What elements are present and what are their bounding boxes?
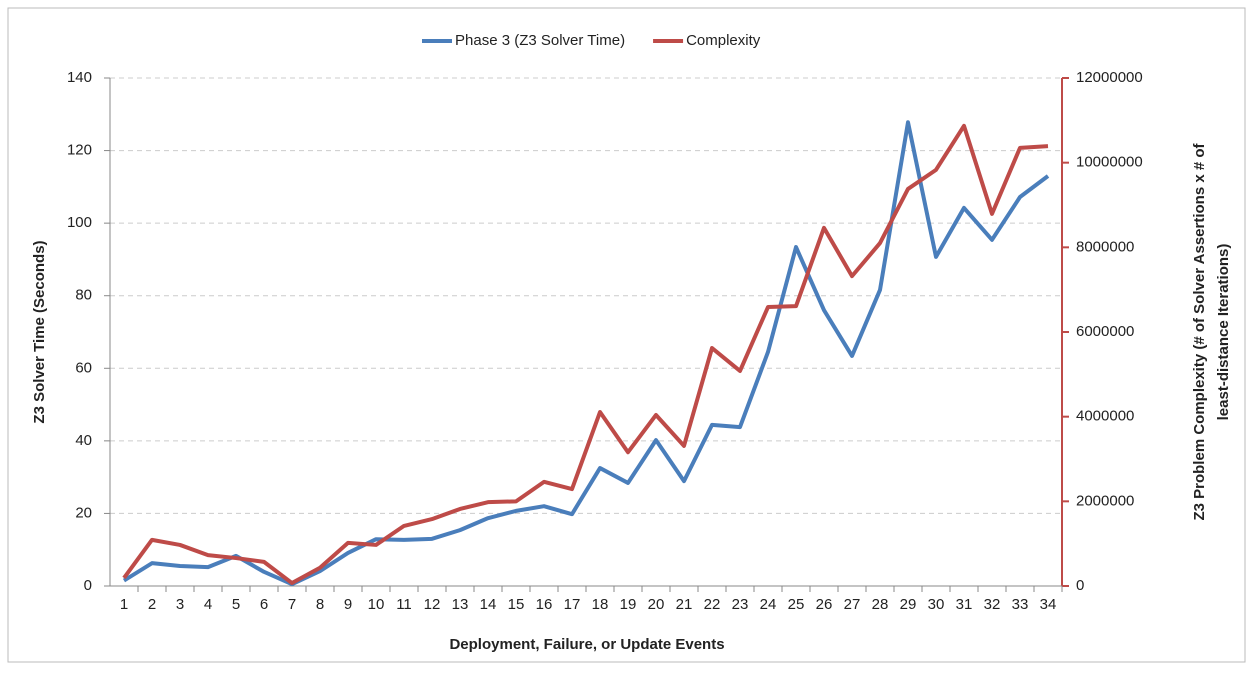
x-tick-label: 10 [368, 596, 385, 613]
x-tick-label: 13 [452, 596, 469, 613]
x-tick-label: 6 [260, 596, 268, 613]
x-tick-label: 3 [176, 596, 184, 613]
x-tick-label: 27 [844, 596, 861, 613]
x-tick-label: 14 [480, 596, 497, 613]
x-tick-label: 28 [872, 596, 889, 613]
x-tick-label: 1 [120, 596, 128, 613]
x-tick-label: 5 [232, 596, 240, 613]
x-tick-label: 17 [564, 596, 581, 613]
x-tick-label: 29 [900, 596, 917, 613]
y2-tick-label: 4000000 [1076, 408, 1134, 425]
data-line [122, 123, 1049, 586]
x-tick-label: 34 [1040, 596, 1057, 613]
y2-axis-title: Z3 Problem Complexity (# of Solver Asser… [1191, 142, 1208, 520]
y-tick-label: 120 [67, 142, 92, 159]
y-tick-label: 40 [75, 432, 92, 449]
data-line [122, 120, 1050, 587]
x-tick-label: 4 [204, 596, 212, 613]
x-tick-label: 18 [592, 596, 609, 613]
y-tick-label: 100 [67, 214, 92, 231]
x-tick-label: 33 [1012, 596, 1029, 613]
x-tick-label: 2 [148, 596, 156, 613]
x-tick-label: 23 [732, 596, 749, 613]
x-tick-label: 22 [704, 596, 721, 613]
y2-tick-label: 0 [1076, 577, 1084, 594]
x-tick-label: 7 [288, 596, 296, 613]
x-tick-label: 30 [928, 596, 945, 613]
x-tick-label: 20 [648, 596, 665, 613]
x-tick-label: 31 [956, 596, 973, 613]
x-tick-label: 8 [316, 596, 324, 613]
y-tick-label: 0 [84, 577, 92, 594]
y2-tick-label: 2000000 [1076, 492, 1134, 509]
y-tick-label: 60 [75, 359, 92, 376]
x-tick-label: 32 [984, 596, 1001, 613]
legend-label: Phase 3 (Z3 Solver Time) [455, 32, 625, 49]
x-tick-label: 19 [620, 596, 637, 613]
y-tick-label: 20 [75, 504, 92, 521]
y2-axis-title: least-distance Iterations) [1215, 244, 1232, 421]
x-tick-label: 15 [508, 596, 525, 613]
chart-frame [7, 7, 1246, 663]
legend-label: Complexity [686, 32, 761, 49]
y-tick-label: 140 [67, 69, 92, 86]
x-tick-label: 21 [676, 596, 693, 613]
y2-tick-label: 10000000 [1076, 154, 1143, 171]
x-tick-label: 25 [788, 596, 805, 613]
x-axis-title: Deployment, Failure, or Update Events [449, 636, 724, 653]
y-axis-title: Z3 Solver Time (Seconds) [31, 240, 48, 423]
x-tick-label: 12 [424, 596, 441, 613]
x-tick-label: 26 [816, 596, 833, 613]
x-tick-label: 11 [396, 596, 412, 613]
x-tick-label: 9 [344, 596, 352, 613]
x-tick-label: 16 [536, 596, 553, 613]
y2-tick-label: 12000000 [1076, 69, 1143, 86]
y2-tick-label: 6000000 [1076, 323, 1134, 340]
x-tick-label: 24 [760, 596, 777, 613]
y2-tick-label: 8000000 [1076, 238, 1134, 255]
y-tick-label: 80 [75, 287, 92, 304]
